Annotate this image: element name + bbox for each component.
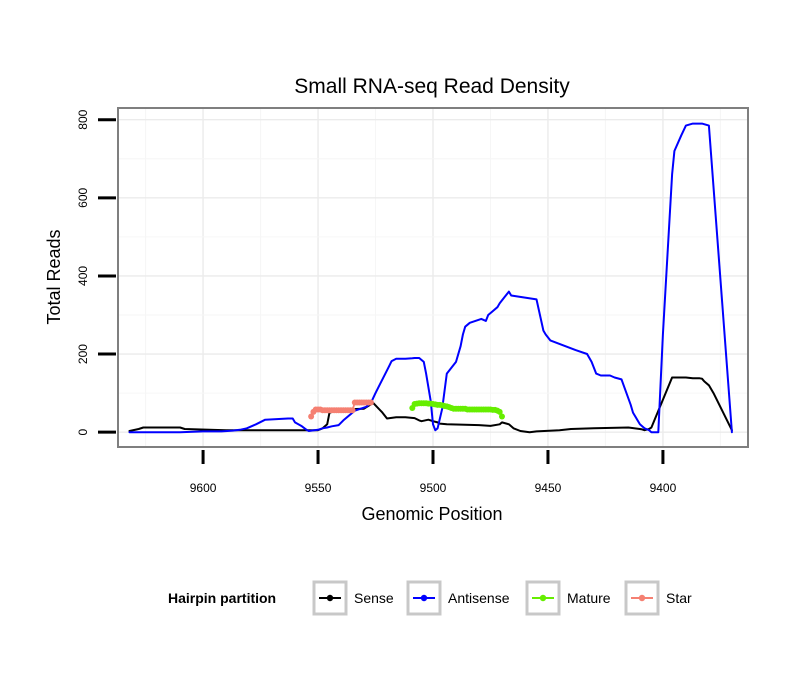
legend-key-point-mature [539, 594, 547, 602]
legend-key-point-sense [326, 594, 334, 602]
x-axis-title: Genomic Position [361, 504, 502, 524]
y-tick-label: 400 [76, 266, 90, 286]
series-layer [128, 122, 733, 434]
x-tick-label: 9500 [420, 481, 447, 495]
x-tick-label: 9400 [650, 481, 677, 495]
legend-items: Sense Antisense Mature Star [312, 580, 692, 616]
y-tick-label: 200 [76, 344, 90, 364]
chart-title: Small RNA-seq Read Density [294, 75, 570, 98]
legend: Hairpin partition Sense Antisense Mature St… [168, 580, 692, 616]
series-mature-point [498, 413, 505, 420]
legend-item-mature: Mature [525, 580, 611, 616]
series-mature-point [496, 408, 503, 415]
plot-panel [117, 107, 749, 448]
legend-label-sense: Sense [354, 590, 394, 606]
series-star-point [367, 399, 374, 406]
legend-title: Hairpin partition [168, 590, 276, 606]
legend-label-star: Star [666, 590, 692, 606]
legend-item-sense: Sense [312, 580, 394, 616]
grid [118, 108, 748, 447]
y-axis: 0 200 400 600 800 [76, 109, 116, 436]
y-tick-label: 600 [76, 187, 90, 207]
legend-key-point-antisense [420, 594, 428, 602]
y-tick-label: 800 [76, 109, 90, 129]
series-star-point [308, 413, 315, 420]
y-tick-label: 0 [76, 429, 90, 436]
series-antisense-line [128, 122, 733, 434]
legend-item-antisense: Antisense [406, 580, 510, 616]
series-star-point [349, 407, 356, 414]
y-axis-title: Total Reads [44, 229, 64, 324]
x-tick-label: 9600 [190, 481, 217, 495]
legend-label-antisense: Antisense [448, 590, 510, 606]
x-tick-label: 9550 [305, 481, 332, 495]
x-tick-label: 9450 [535, 481, 562, 495]
legend-label-mature: Mature [567, 590, 611, 606]
legend-item-star: Star [624, 580, 692, 616]
legend-key-point-star [638, 594, 646, 602]
series-sense-line [128, 376, 733, 434]
x-axis: 9600 9550 9500 9450 9400 [190, 450, 677, 495]
